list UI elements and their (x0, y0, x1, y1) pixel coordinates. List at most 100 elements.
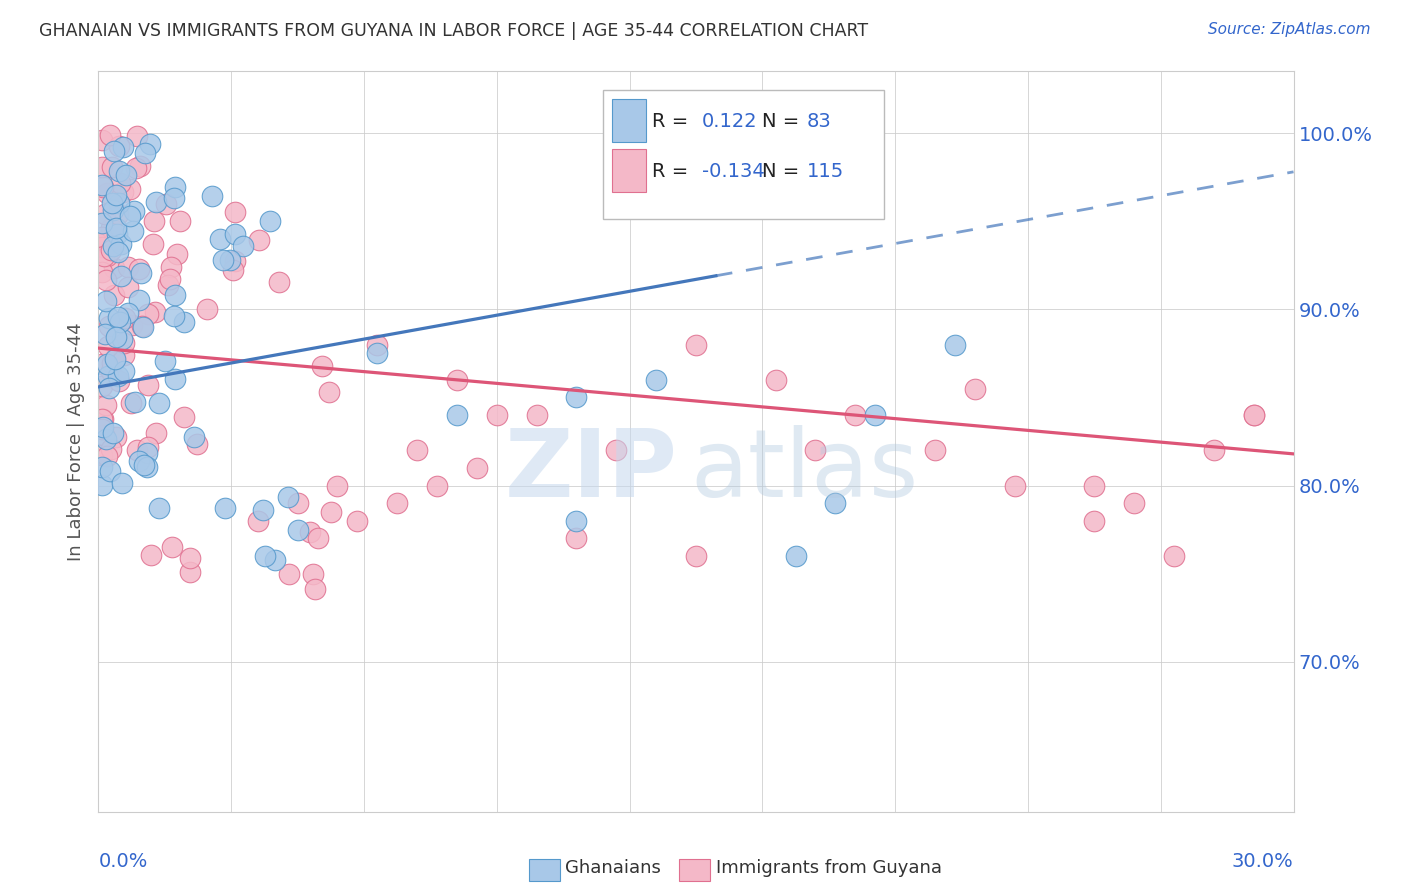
Text: atlas: atlas (690, 425, 918, 517)
Point (91, 235, 114, 249)
Y-axis label: In Labor Force | Age 35-44: In Labor Force | Age 35-44 (66, 322, 84, 561)
Point (118, 182, 141, 196)
Point (124, 161, 146, 175)
Point (112, 364, 135, 378)
Point (346, 514, 368, 528)
Text: N =: N = (762, 112, 806, 131)
Point (179, 565, 201, 579)
Point (155, 353, 177, 368)
Point (163, 309, 186, 323)
Point (163, 288, 186, 302)
Point (304, 582, 326, 597)
Point (112, 186, 135, 200)
Point (100, 244, 122, 258)
Point (104, 351, 127, 365)
Point (107, 207, 129, 221)
Point (1243, 408, 1265, 422)
Point (128, 293, 150, 307)
Point (127, 129, 149, 144)
Point (565, 514, 588, 528)
Point (101, 196, 124, 211)
Point (302, 566, 325, 581)
Point (254, 549, 277, 564)
Point (93, 427, 115, 442)
Point (366, 346, 388, 360)
Point (139, 548, 162, 562)
Point (765, 373, 787, 387)
Point (98, 128, 121, 142)
Point (209, 232, 232, 246)
Point (101, 239, 124, 253)
Point (91, 179, 114, 194)
Point (96, 357, 118, 371)
Point (121, 318, 143, 332)
Point (195, 301, 218, 316)
Point (91, 379, 114, 393)
Point (107, 310, 129, 324)
Point (107, 369, 129, 384)
Point (104, 430, 127, 444)
Text: Ghanaians: Ghanaians (565, 859, 661, 877)
Point (117, 279, 139, 293)
Point (91, 133, 114, 147)
Point (307, 532, 329, 546)
Point (103, 202, 125, 217)
Point (943, 337, 966, 351)
Point (267, 276, 290, 290)
Text: N =: N = (762, 161, 806, 181)
Point (101, 160, 124, 174)
Point (526, 408, 548, 422)
Point (605, 443, 627, 458)
Point (91, 422, 114, 436)
Point (163, 180, 186, 194)
Text: 0.122: 0.122 (702, 112, 758, 131)
Point (366, 337, 388, 351)
Point (1202, 443, 1225, 458)
Point (844, 408, 866, 422)
Point (155, 196, 177, 211)
Point (104, 352, 127, 367)
Point (96, 449, 118, 463)
Point (865, 408, 887, 422)
Point (131, 318, 153, 333)
Point (110, 236, 132, 251)
Point (160, 541, 183, 555)
Point (128, 160, 150, 174)
Point (112, 336, 135, 351)
Point (232, 239, 254, 253)
Point (246, 514, 269, 528)
Text: Immigrants from Guyana: Immigrants from Guyana (716, 859, 942, 877)
Point (107, 245, 129, 260)
Point (108, 164, 131, 178)
Text: 83: 83 (807, 112, 832, 131)
Point (91, 230, 114, 244)
Point (104, 220, 127, 235)
Point (179, 550, 201, 565)
Point (183, 430, 205, 444)
Text: ZIP: ZIP (505, 425, 678, 517)
Point (157, 278, 180, 293)
Point (277, 490, 299, 504)
Point (565, 532, 588, 546)
Point (114, 169, 136, 183)
Point (132, 458, 155, 472)
Text: -0.134: -0.134 (702, 161, 765, 181)
Point (277, 566, 299, 581)
Point (142, 237, 165, 252)
Point (169, 214, 191, 228)
Point (222, 262, 245, 277)
Point (163, 191, 186, 205)
Point (645, 373, 668, 387)
Point (112, 140, 135, 154)
Point (105, 187, 128, 202)
Point (112, 347, 135, 361)
Point (160, 260, 183, 275)
Point (97, 339, 120, 353)
Text: R =: R = (652, 112, 695, 131)
Point (163, 372, 186, 386)
Point (125, 443, 148, 458)
FancyBboxPatch shape (613, 100, 645, 143)
Point (1163, 549, 1185, 563)
Point (97, 369, 120, 384)
Point (107, 196, 129, 211)
